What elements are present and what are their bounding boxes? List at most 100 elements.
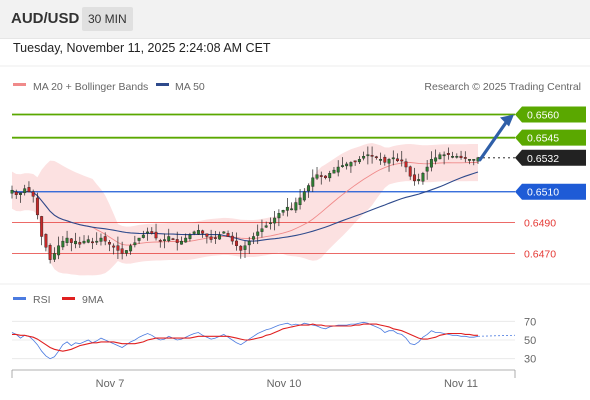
candle-body — [319, 175, 323, 177]
candle-body — [124, 250, 128, 254]
price-tag: 0.6510 — [515, 183, 586, 200]
candle-body — [404, 161, 408, 168]
projection-arrow-shaft — [478, 120, 508, 162]
support-price-tag-bg — [515, 183, 586, 200]
candle-body — [205, 233, 209, 237]
rsi-legend-label: RSI — [33, 294, 51, 306]
price-tag: 0.6470 — [524, 248, 556, 260]
candle-body — [10, 189, 14, 194]
candle-body — [226, 233, 230, 237]
candle-body — [239, 245, 243, 251]
candle-body — [442, 154, 446, 157]
price-tag: 0.6532 — [515, 149, 586, 166]
candle-body — [184, 237, 188, 243]
candle-body — [396, 158, 399, 162]
candle-body — [167, 236, 171, 242]
pivot-price-label: 0.6490 — [524, 218, 556, 230]
candle-body — [374, 156, 378, 159]
price-tag: 0.6545 — [515, 129, 586, 146]
candle-body — [400, 159, 404, 162]
candle-body — [52, 253, 56, 260]
candle-body — [218, 234, 222, 240]
candle-body — [307, 185, 311, 192]
candle-body — [353, 160, 357, 163]
candle-body — [78, 242, 82, 245]
candle-body — [188, 234, 192, 239]
candle-body — [277, 213, 281, 219]
x-axis: Nov 7 Nov 10 Nov 11 — [11, 369, 516, 390]
ma50-line — [11, 171, 479, 242]
candle-body — [112, 245, 116, 248]
candle-body — [349, 162, 353, 167]
rsi-chart: 70 50 30 — [11, 316, 536, 366]
candle-body — [446, 153, 450, 155]
candle-body — [345, 163, 349, 167]
candle-body — [391, 157, 395, 160]
candle-body — [57, 245, 61, 256]
candle-body — [48, 244, 52, 260]
ma9-line — [12, 323, 478, 352]
candle-body — [243, 245, 247, 250]
candle-body — [201, 230, 205, 234]
candle-body — [357, 159, 361, 163]
candle-body — [290, 208, 294, 211]
price-chart: 0.6560 0.6545 0.6532 0.6510 0.6490 0.6470 — [10, 106, 586, 276]
resistance-price-label: 0.6545 — [527, 133, 559, 145]
ma50-legend-swatch — [156, 83, 169, 86]
candle-body — [99, 237, 103, 242]
candle-body — [468, 159, 471, 161]
timeframe-button[interactable]: 30 MIN — [82, 7, 133, 31]
candle-body — [421, 172, 425, 182]
candle-body — [294, 202, 298, 211]
bollinger-legend-label: MA 20 + Bollinger Bands — [33, 81, 148, 93]
candle-body — [74, 240, 78, 245]
chart-header: AUD/USD 30 MIN — [0, 0, 590, 39]
candle-body — [324, 175, 327, 179]
candle-body — [247, 240, 251, 246]
candle-body — [120, 248, 124, 254]
resistance-price-label: 0.6560 — [527, 110, 559, 122]
rsi-tick-label: 30 — [524, 354, 536, 366]
candle-body — [35, 197, 39, 216]
candle-body — [107, 242, 111, 245]
pivot-price-label: 0.6470 — [524, 248, 556, 260]
candle-body — [141, 234, 145, 238]
candle-body — [362, 156, 366, 159]
candle-body — [285, 206, 289, 211]
candle-body — [425, 166, 429, 172]
candle-body — [158, 240, 162, 242]
candle-body — [116, 245, 120, 251]
candle-body — [429, 159, 433, 168]
candle-body — [315, 174, 319, 179]
candle-body — [146, 231, 150, 234]
candle-body — [44, 234, 48, 248]
candle-body — [133, 242, 137, 246]
timestamp: Tuesday, November 11, 2025 2:24:08 AM CE… — [13, 41, 271, 55]
candle-body — [129, 245, 133, 252]
candle-body — [302, 191, 306, 201]
candle-body — [69, 238, 73, 243]
price-tag: 0.6560 — [515, 106, 586, 123]
candle-body — [311, 177, 315, 187]
bollinger-band-area — [12, 143, 478, 276]
candle-body — [387, 159, 391, 164]
candle-body — [336, 166, 340, 173]
candle-body — [459, 155, 463, 158]
price-tag: 0.6490 — [524, 218, 556, 230]
candle-body — [463, 157, 467, 159]
candle-body — [175, 239, 179, 243]
candle-body — [19, 193, 22, 195]
candle-body — [91, 241, 94, 244]
bollinger-legend-swatch — [13, 83, 26, 86]
candle-body — [40, 216, 44, 237]
candle-body — [328, 172, 332, 179]
credit-text: Research © 2025 Trading Central — [424, 81, 581, 93]
resistance-price-tag-bg — [515, 129, 586, 146]
candle-body — [264, 225, 268, 228]
candle-body — [438, 154, 442, 160]
candle-body — [472, 159, 476, 161]
candle-body — [213, 237, 217, 239]
candle-body — [31, 191, 35, 197]
candle-body — [82, 240, 86, 244]
